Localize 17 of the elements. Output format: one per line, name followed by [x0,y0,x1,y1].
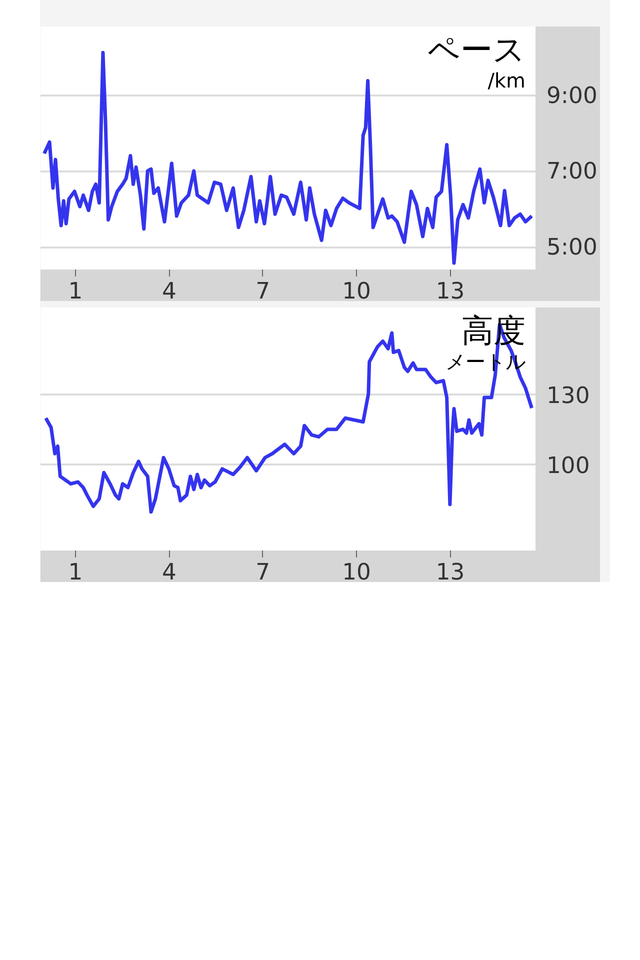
chart-title: ペース [428,30,526,68]
y-tick-label: 7:00 [546,158,598,185]
y-tick-label: 5:00 [546,234,598,261]
x-tick-label: 10 [342,560,371,586]
x-tick-label: 7 [256,278,270,304]
x-tick-label: 4 [162,278,176,304]
x-tick-label: 1 [68,278,83,304]
y-tick-label: 100 [546,453,590,480]
x-tick-label: 7 [256,560,270,586]
x-tick-label: 1 [68,560,83,586]
y-tick-label: 130 [546,383,590,410]
y-tick-label: 9:00 [546,82,598,109]
x-tick-label: 10 [342,278,371,304]
x-tick-label: 4 [162,560,176,586]
x-tick-label: 13 [436,278,465,304]
x-tick-label: 13 [436,560,465,586]
text: /km [488,68,526,92]
